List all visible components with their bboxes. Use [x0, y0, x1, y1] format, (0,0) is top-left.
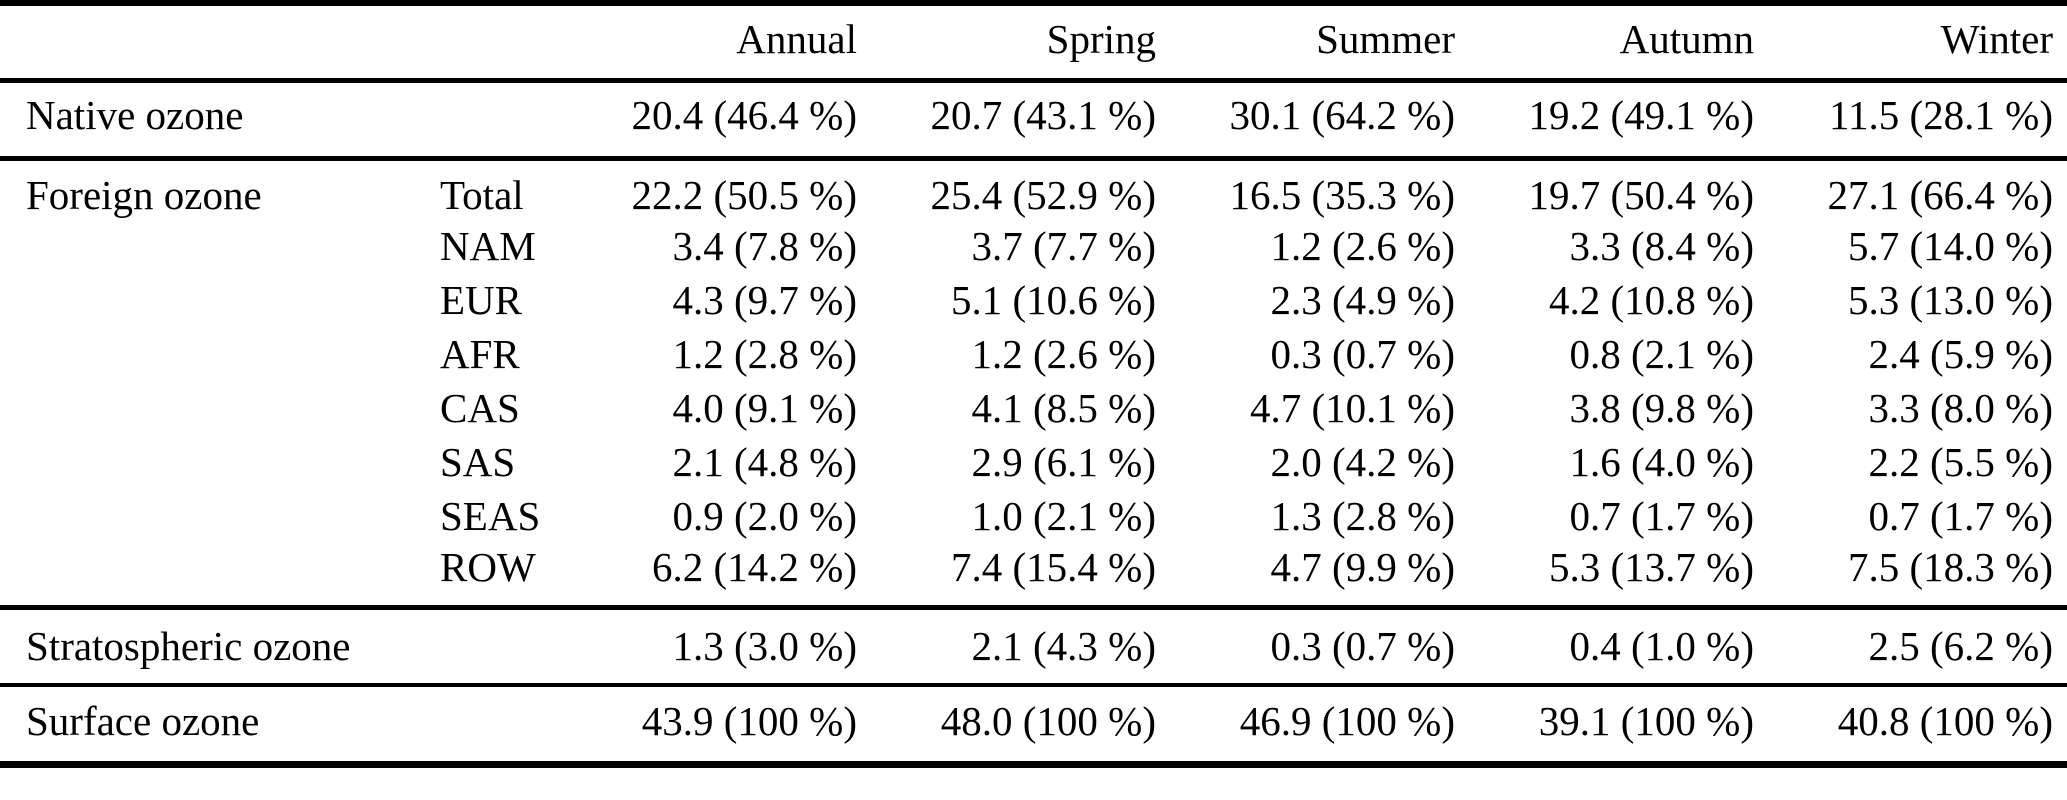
table-cell: 2.5 (6.2 %)	[1868, 623, 2053, 670]
table-cell: 3.7 (7.7 %)	[971, 222, 1156, 269]
column-header-winter: Winter	[1940, 15, 2053, 62]
foreign-ozone-label: Foreign ozone	[26, 171, 262, 218]
table-cell: 40.8 (100 %)	[1837, 697, 2053, 744]
table-cell: 1.2 (2.8 %)	[672, 330, 857, 377]
table-cell: 0.8 (2.1 %)	[1569, 330, 1754, 377]
header-spacer-sub	[430, 3, 572, 80]
table-cell: 1.3 (3.0 %)	[672, 623, 857, 670]
table-cell: 5.3 (13.0 %)	[1848, 276, 2053, 323]
table-cell: 43.9 (100 %)	[641, 697, 857, 744]
stratospheric-ozone-label: Stratospheric ozone	[26, 623, 351, 670]
table-cell: 2.9 (6.1 %)	[971, 438, 1156, 485]
table-cell: 2.1 (4.3 %)	[971, 623, 1156, 670]
table-cell: 0.4 (1.0 %)	[1569, 623, 1754, 670]
table-cell: 0.3 (0.7 %)	[1270, 330, 1455, 377]
row-foreign-afr: AFR 1.2 (2.8 %) 1.2 (2.6 %) 0.3 (0.7 %) …	[0, 327, 2067, 381]
row-foreign-row: ROW 6.2 (14.2 %) 7.4 (15.4 %) 4.7 (9.9 %…	[0, 543, 2067, 607]
region-label-nam: NAM	[440, 222, 536, 269]
table-cell: 1.3 (2.8 %)	[1270, 492, 1455, 539]
row-foreign-nam: NAM 3.4 (7.8 %) 3.7 (7.7 %) 1.2 (2.6 %) …	[0, 219, 2067, 273]
table-cell: 0.7 (1.7 %)	[1569, 492, 1754, 539]
table-cell: 5.3 (13.7 %)	[1549, 543, 1754, 590]
region-label-afr: AFR	[440, 330, 520, 377]
table-cell: 16.5 (35.3 %)	[1229, 171, 1455, 218]
column-header-spring: Spring	[1046, 15, 1156, 62]
region-label-sas: SAS	[440, 438, 516, 485]
row-stratospheric-ozone: Stratospheric ozone 1.3 (3.0 %) 2.1 (4.3…	[0, 607, 2067, 685]
table-cell: 4.2 (10.8 %)	[1549, 276, 1754, 323]
table-cell: 3.8 (9.8 %)	[1569, 384, 1754, 431]
row-foreign-eur: EUR 4.3 (9.7 %) 5.1 (10.6 %) 2.3 (4.9 %)…	[0, 273, 2067, 327]
table-cell: 20.4 (46.4 %)	[631, 92, 857, 138]
table-cell: 2.2 (5.5 %)	[1868, 438, 2053, 485]
surface-ozone-label: Surface ozone	[26, 697, 260, 744]
table-cell: 7.5 (18.3 %)	[1848, 543, 2053, 590]
table-cell: 4.7 (9.9 %)	[1270, 543, 1455, 590]
row-surface-ozone: Surface ozone 43.9 (100 %) 48.0 (100 %) …	[0, 685, 2067, 764]
table-cell: 4.1 (8.5 %)	[971, 384, 1156, 431]
table-cell: 3.4 (7.8 %)	[672, 222, 857, 269]
column-header-autumn: Autumn	[1619, 15, 1754, 62]
table-cell: 19.7 (50.4 %)	[1528, 171, 1754, 218]
table-cell: 1.2 (2.6 %)	[971, 330, 1156, 377]
table-cell: 0.9 (2.0 %)	[672, 492, 857, 539]
row-foreign-total: Foreign ozone Total 22.2 (50.5 %) 25.4 (…	[0, 158, 2067, 219]
table-cell: 1.2 (2.6 %)	[1270, 222, 1455, 269]
header-row: Annual Spring Summer Autumn Winter	[0, 3, 2067, 80]
row-foreign-sas: SAS 2.1 (4.8 %) 2.9 (6.1 %) 2.0 (4.2 %) …	[0, 435, 2067, 489]
table-cell: 5.1 (10.6 %)	[951, 276, 1156, 323]
table-cell: 1.6 (4.0 %)	[1569, 438, 1754, 485]
table-cell: 46.9 (100 %)	[1239, 697, 1455, 744]
table-cell: 39.1 (100 %)	[1538, 697, 1754, 744]
table-cell: 22.2 (50.5 %)	[631, 171, 857, 218]
table-cell: 4.0 (9.1 %)	[672, 384, 857, 431]
row-native-ozone: Native ozone 20.4 (46.4 %) 20.7 (43.1 %)…	[0, 80, 2067, 158]
table-cell: 2.1 (4.8 %)	[672, 438, 857, 485]
table-cell: 27.1 (66.4 %)	[1827, 171, 2053, 218]
row-foreign-seas: SEAS 0.9 (2.0 %) 1.0 (2.1 %) 1.3 (2.8 %)…	[0, 489, 2067, 543]
table-cell: 48.0 (100 %)	[940, 697, 1156, 744]
table-cell: 1.0 (2.1 %)	[971, 492, 1156, 539]
table-cell: 4.7 (10.1 %)	[1250, 384, 1455, 431]
table-cell: 7.4 (15.4 %)	[951, 543, 1156, 590]
region-label-eur: EUR	[440, 276, 522, 323]
ozone-contribution-table: Annual Spring Summer Autumn Winter Nativ…	[0, 0, 2067, 768]
table-cell: 0.3 (0.7 %)	[1270, 623, 1455, 670]
table-cell: 25.4 (52.9 %)	[930, 171, 1156, 218]
table-cell: 5.7 (14.0 %)	[1848, 222, 2053, 269]
table-cell: 2.4 (5.9 %)	[1868, 330, 2053, 377]
column-header-summer: Summer	[1316, 15, 1455, 62]
table-cell: 4.3 (9.7 %)	[672, 276, 857, 323]
table-cell: 3.3 (8.4 %)	[1569, 222, 1754, 269]
header-spacer-label	[0, 3, 430, 80]
table-cell: 2.3 (4.9 %)	[1270, 276, 1455, 323]
table-cell: 6.2 (14.2 %)	[652, 543, 857, 590]
region-label-cas: CAS	[440, 384, 520, 431]
native-ozone-label: Native ozone	[26, 92, 244, 138]
table-cell: 20.7 (43.1 %)	[930, 92, 1156, 138]
table-cell: 0.7 (1.7 %)	[1868, 492, 2053, 539]
table-cell: 11.5 (28.1 %)	[1829, 92, 2053, 138]
column-header-annual: Annual	[736, 15, 857, 62]
region-label-seas: SEAS	[440, 492, 541, 539]
table-cell: 30.1 (64.2 %)	[1229, 92, 1455, 138]
region-label-total: Total	[440, 171, 524, 218]
region-label-row: ROW	[440, 543, 536, 590]
table-cell: 19.2 (49.1 %)	[1528, 92, 1754, 138]
table-cell: 2.0 (4.2 %)	[1270, 438, 1455, 485]
row-foreign-cas: CAS 4.0 (9.1 %) 4.1 (8.5 %) 4.7 (10.1 %)…	[0, 381, 2067, 435]
table-cell: 3.3 (8.0 %)	[1868, 384, 2053, 431]
